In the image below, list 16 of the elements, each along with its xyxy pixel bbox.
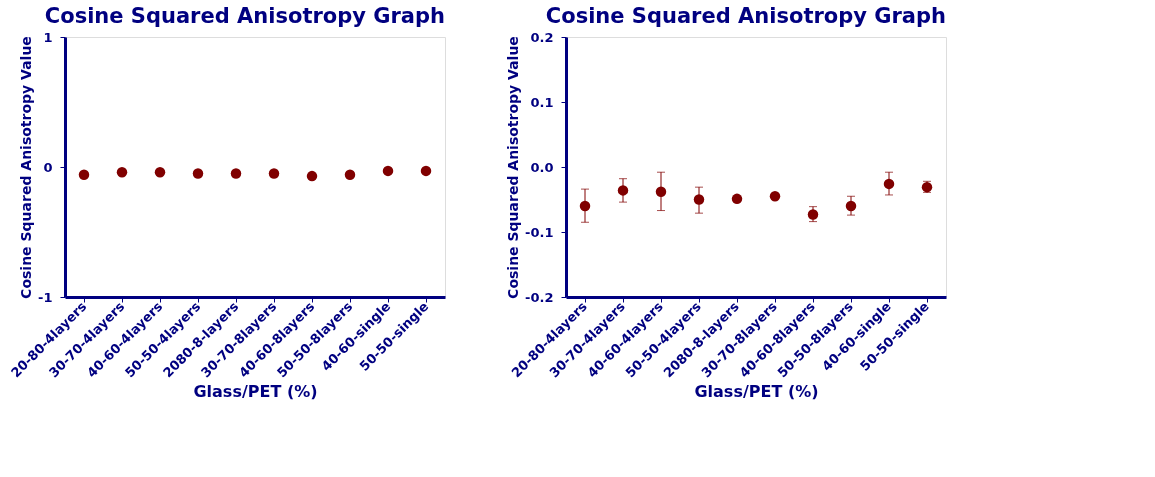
y-tick-label: 0.2 [530, 29, 554, 45]
y-tick-label: 0.1 [530, 94, 554, 110]
y-axis-title: Cosine Squared Anisotropy Value [505, 36, 522, 299]
y-axis-title: Cosine Squared Anisotropy Value [18, 36, 35, 299]
y-tick-label: 0.0 [530, 159, 554, 175]
chart-title: Cosine Squared Anisotropy Graph [44, 4, 445, 28]
y-tick-label: 0 [43, 159, 53, 175]
y-tick-label: -1 [38, 289, 53, 305]
y-tick-label: -0.1 [525, 224, 554, 240]
y-tick-label: 1 [43, 29, 53, 45]
x-axis-title: Glass/PET (%) [694, 382, 819, 402]
point [769, 191, 781, 202]
chart-title: Cosine Squared Anisotropy Graph [545, 4, 946, 28]
point [731, 193, 743, 205]
y-tick-label: -0.2 [525, 289, 554, 305]
x-axis-title: Glass/PET (%) [193, 382, 318, 402]
